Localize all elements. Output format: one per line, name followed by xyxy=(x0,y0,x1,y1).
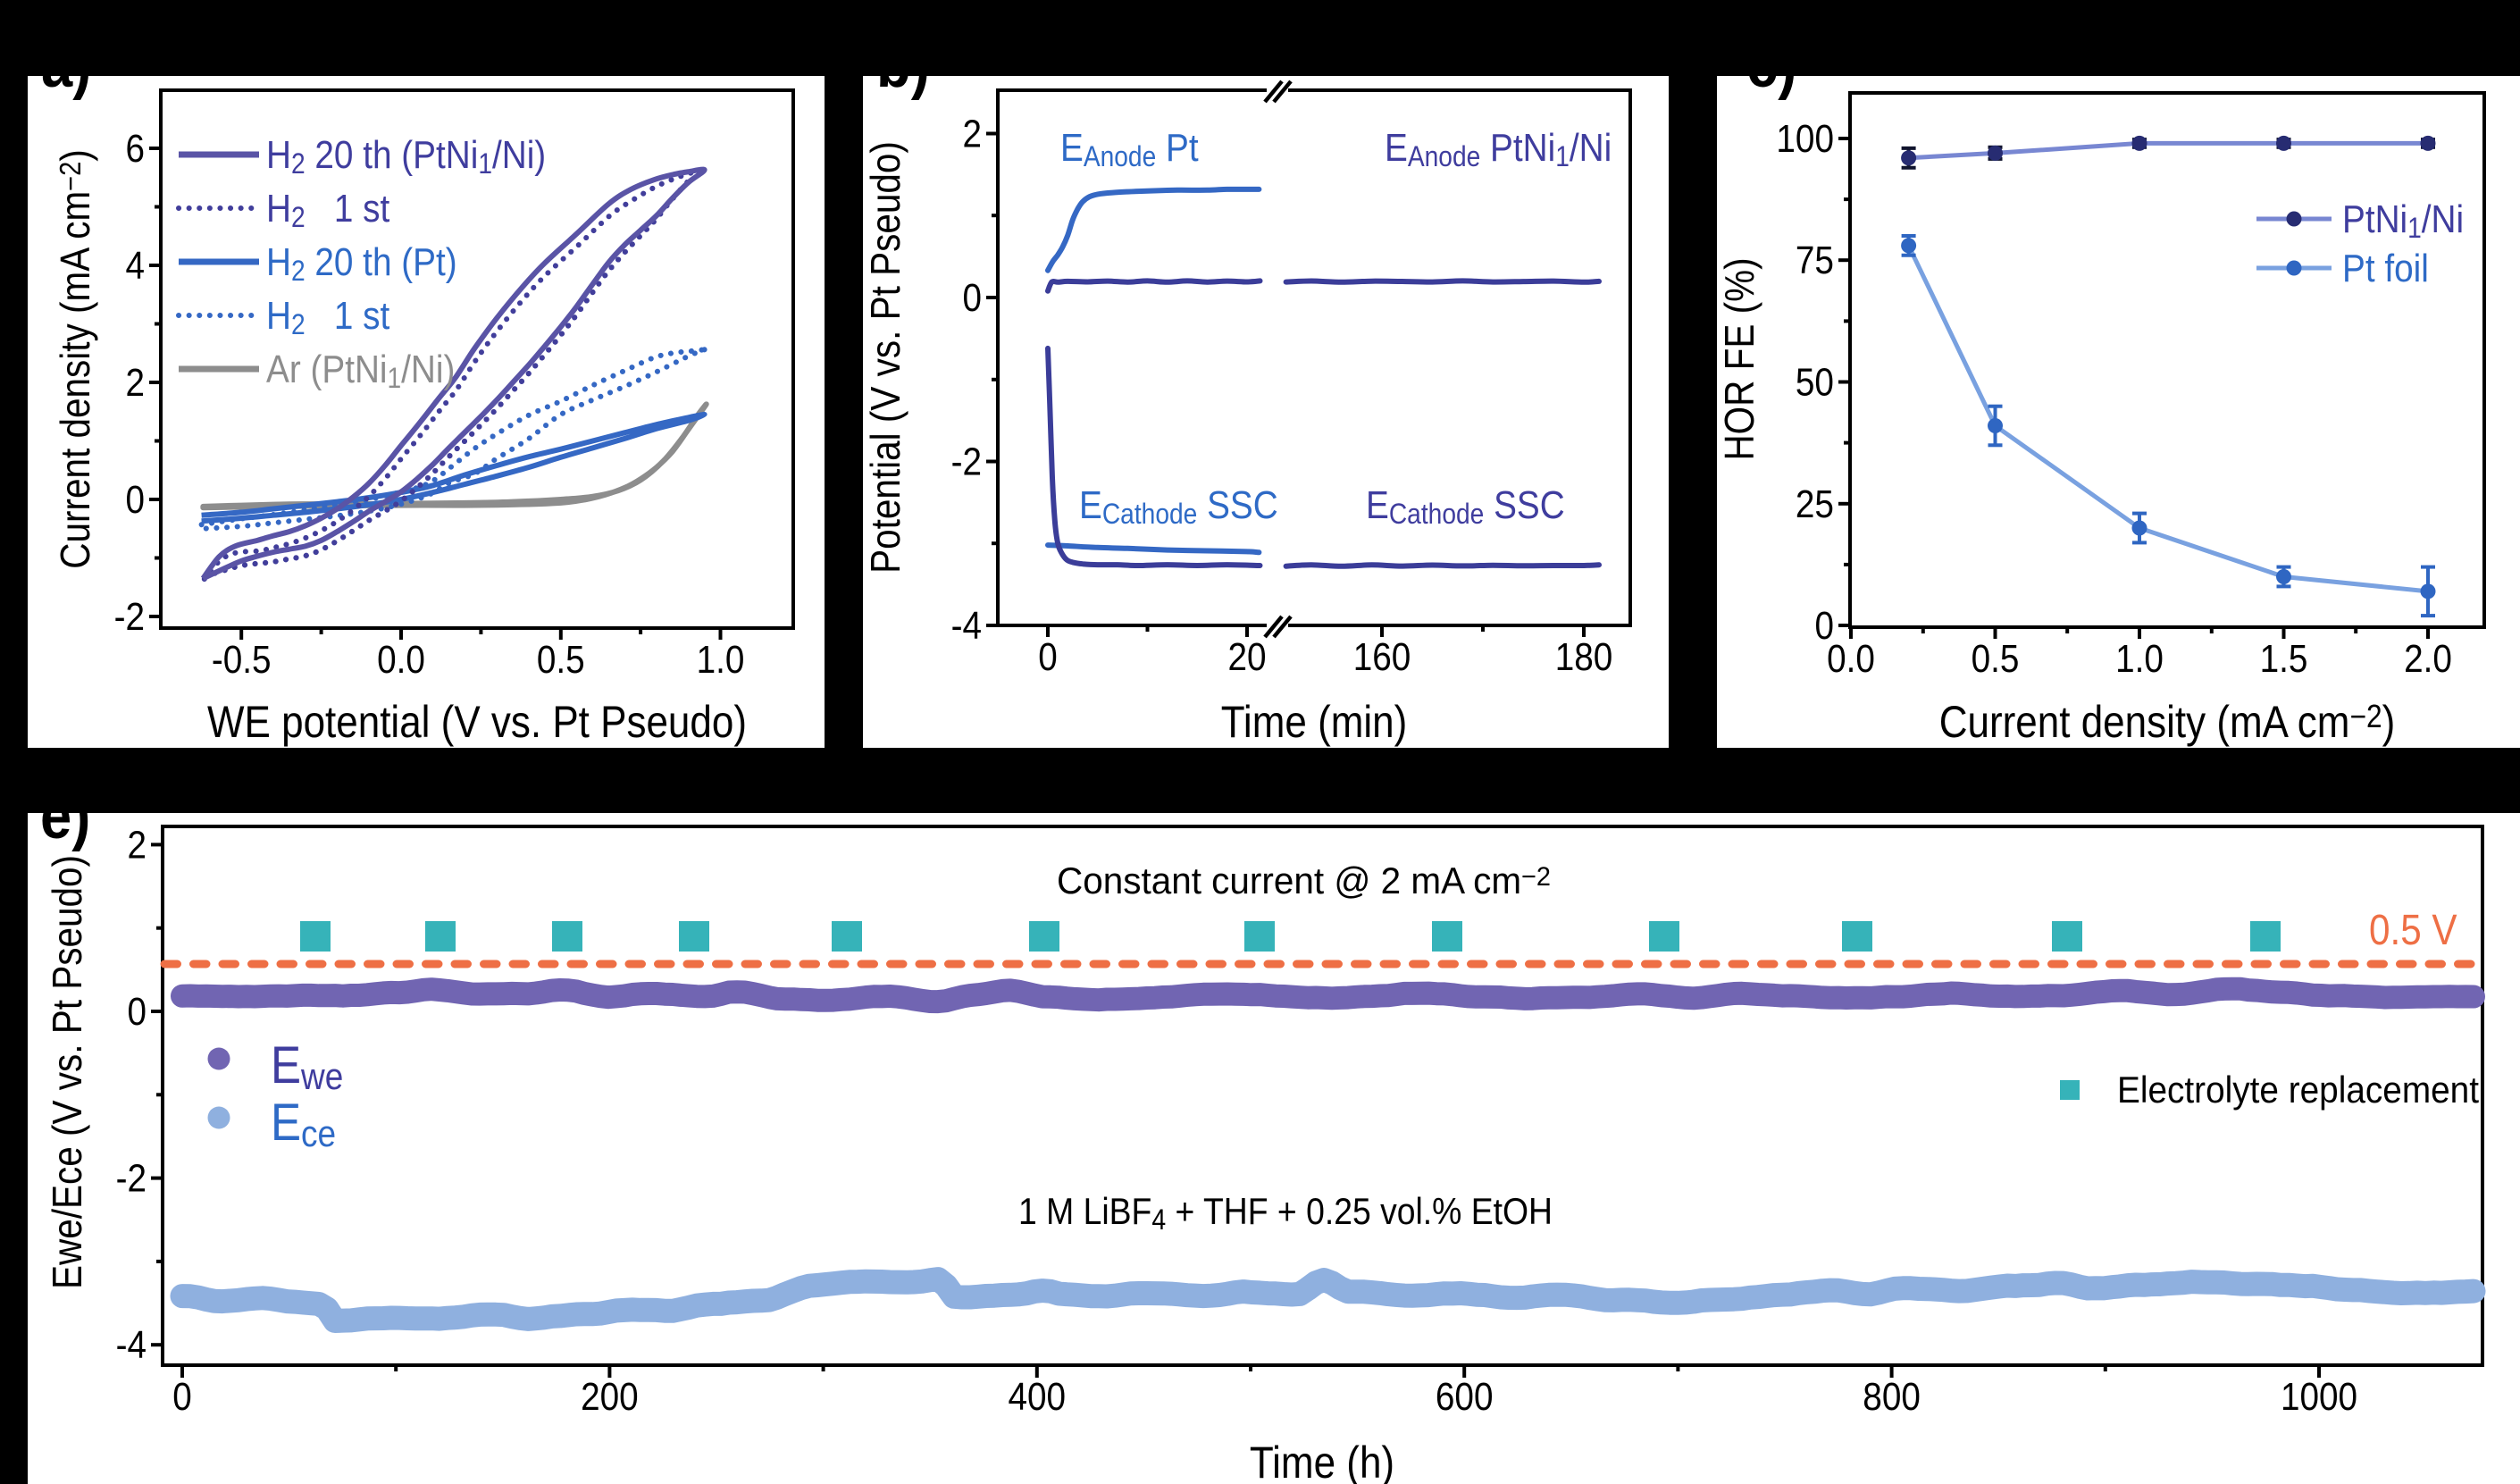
svg-text:Ar (PtNi1/Ni): Ar (PtNi1/Ni) xyxy=(266,348,455,394)
svg-text:0.0: 0.0 xyxy=(377,638,425,682)
svg-text:0: 0 xyxy=(126,478,146,522)
svg-text:75: 75 xyxy=(1796,239,1834,282)
svg-text:c): c) xyxy=(1746,76,1796,101)
svg-text:2: 2 xyxy=(128,823,147,867)
svg-text:Current density (mA cm−2): Current density (mA cm−2) xyxy=(52,149,98,569)
svg-text:20: 20 xyxy=(1227,635,1266,679)
svg-text:Time (h): Time (h) xyxy=(1250,1438,1394,1484)
svg-text:H2 20 th (PtNi1/Ni): H2 20 th (PtNi1/Ni) xyxy=(266,133,546,180)
svg-text:600: 600 xyxy=(1436,1375,1494,1419)
svg-text:1 M LiBF4 + THF + 0.25 vol.% E: 1 M LiBF4 + THF + 0.25 vol.% EtOH xyxy=(1018,1190,1553,1236)
svg-text:0.5: 0.5 xyxy=(1972,637,2020,681)
svg-text:0: 0 xyxy=(1815,604,1835,648)
svg-text:1.0: 1.0 xyxy=(697,638,745,682)
svg-text:4: 4 xyxy=(126,244,146,288)
svg-text:800: 800 xyxy=(1863,1375,1921,1419)
svg-text:0.5 V: 0.5 V xyxy=(2369,907,2457,954)
svg-text:Ewe/Ece (V vs. Pt Pseudo): Ewe/Ece (V vs. Pt Pseudo) xyxy=(44,855,90,1289)
svg-text:-0.5: -0.5 xyxy=(212,638,272,682)
svg-text:HOR FE (%): HOR FE (%) xyxy=(1717,257,1762,460)
svg-text:0: 0 xyxy=(172,1375,192,1419)
svg-text:0.5: 0.5 xyxy=(537,638,585,682)
svg-text:0.0: 0.0 xyxy=(1827,637,1875,681)
svg-text:WE potential (V vs. Pt Pseudo): WE potential (V vs. Pt Pseudo) xyxy=(207,697,747,747)
svg-text:6: 6 xyxy=(126,127,146,171)
svg-text:Time (min): Time (min) xyxy=(1221,697,1408,747)
svg-text:2: 2 xyxy=(126,361,146,405)
svg-text:1.0: 1.0 xyxy=(2115,637,2164,681)
svg-text:H2 1 st: H2 1 st xyxy=(266,187,389,233)
svg-text:a): a) xyxy=(41,76,91,101)
svg-text:Ece: Ece xyxy=(271,1094,336,1154)
svg-text:0: 0 xyxy=(963,276,983,320)
svg-text:e): e) xyxy=(40,813,90,852)
svg-text:2.0: 2.0 xyxy=(2404,637,2452,681)
svg-text:0: 0 xyxy=(128,990,147,1034)
svg-text:-2: -2 xyxy=(116,1157,147,1201)
svg-text:1.5: 1.5 xyxy=(2260,637,2308,681)
svg-text:Electrolyte replacement: Electrolyte replacement xyxy=(2117,1069,2479,1111)
svg-text:0: 0 xyxy=(1038,635,1058,679)
svg-text:200: 200 xyxy=(581,1375,639,1419)
svg-text:180: 180 xyxy=(1555,635,1613,679)
svg-text:Pt foil: Pt foil xyxy=(2342,247,2429,290)
svg-text:EAnode PtNi1/Ni: EAnode PtNi1/Ni xyxy=(1385,126,1612,172)
svg-text:H2 1 st: H2 1 st xyxy=(266,294,389,340)
svg-text:-4: -4 xyxy=(116,1323,147,1367)
svg-text:100: 100 xyxy=(1776,117,1834,161)
svg-text:ECathode SSC: ECathode SSC xyxy=(1366,483,1565,530)
svg-text:25: 25 xyxy=(1796,482,1834,526)
svg-text:160: 160 xyxy=(1353,635,1411,679)
svg-text:Current density (mA cm−2): Current density (mA cm−2) xyxy=(1939,697,2396,747)
svg-text:-2: -2 xyxy=(951,440,982,484)
svg-text:Constant current @ 2 mA cm−2: Constant current @ 2 mA cm−2 xyxy=(1057,859,1551,901)
svg-text:ECathode SSC: ECathode SSC xyxy=(1079,483,1278,530)
svg-text:-4: -4 xyxy=(951,604,982,648)
svg-text:Potential (V vs. Pt Pseudo): Potential (V vs. Pt Pseudo) xyxy=(863,141,908,574)
svg-text:50: 50 xyxy=(1796,361,1834,405)
svg-text:1000: 1000 xyxy=(2281,1375,2357,1419)
svg-text:H2 20 th (Pt): H2 20 th (Pt) xyxy=(266,240,457,287)
svg-text:PtNi1/Ni: PtNi1/Ni xyxy=(2342,197,2464,244)
svg-text:EAnode Pt: EAnode Pt xyxy=(1060,126,1199,172)
svg-text:Ewe: Ewe xyxy=(271,1036,343,1097)
svg-text:2: 2 xyxy=(963,113,983,156)
svg-text:400: 400 xyxy=(1009,1375,1067,1419)
svg-text:b): b) xyxy=(876,76,930,101)
svg-text:-2: -2 xyxy=(114,595,145,639)
